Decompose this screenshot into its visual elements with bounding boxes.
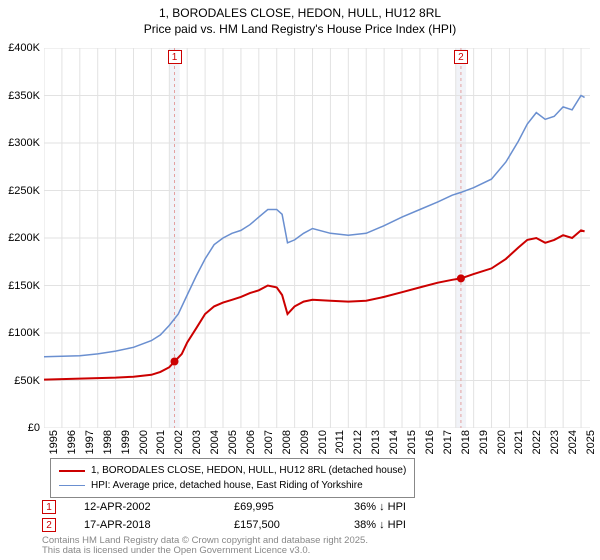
x-tick-label: 2010 bbox=[317, 430, 329, 454]
legend-label: 1, BORODALES CLOSE, HEDON, HULL, HU12 8R… bbox=[91, 463, 406, 478]
y-tick-label: £100K bbox=[8, 327, 40, 339]
sale-row: 1 12-APR-2002£69,99536% ↓ HPI bbox=[42, 498, 454, 516]
x-tick-label: 2025 bbox=[585, 430, 597, 454]
y-tick-label: £50K bbox=[14, 375, 40, 387]
sale-date: 17-APR-2018 bbox=[84, 519, 234, 531]
x-tick-label: 2017 bbox=[442, 430, 454, 454]
footer-line-2: This data is licensed under the Open Gov… bbox=[42, 546, 368, 556]
x-tick-label: 2016 bbox=[424, 430, 436, 454]
x-tick-label: 2013 bbox=[370, 430, 382, 454]
x-tick-label: 1995 bbox=[48, 430, 60, 454]
x-tick-label: 1998 bbox=[102, 430, 114, 454]
sale-price: £157,500 bbox=[234, 519, 354, 531]
x-tick-label: 2015 bbox=[406, 430, 418, 454]
legend-swatch bbox=[59, 485, 85, 486]
footer: Contains HM Land Registry data © Crown c… bbox=[42, 536, 368, 557]
x-tick-label: 2005 bbox=[227, 430, 239, 454]
x-tick-label: 2024 bbox=[567, 430, 579, 454]
x-tick-label: 2000 bbox=[138, 430, 150, 454]
y-tick-label: £200K bbox=[8, 232, 40, 244]
event-marker-2: 2 bbox=[454, 50, 468, 64]
sale-row: 2 17-APR-2018£157,50038% ↓ HPI bbox=[42, 516, 454, 534]
legend-label: HPI: Average price, detached house, East… bbox=[91, 478, 363, 493]
x-tick-label: 2022 bbox=[531, 430, 543, 454]
legend-row: HPI: Average price, detached house, East… bbox=[59, 478, 406, 493]
x-tick-label: 2023 bbox=[549, 430, 561, 454]
sale-pct: 36% ↓ HPI bbox=[354, 501, 454, 513]
chart-plot-area: 12 bbox=[44, 48, 590, 428]
x-tick-label: 2002 bbox=[173, 430, 185, 454]
legend-row: 1, BORODALES CLOSE, HEDON, HULL, HU12 8R… bbox=[59, 463, 406, 478]
x-tick-label: 2007 bbox=[263, 430, 275, 454]
y-tick-label: £300K bbox=[8, 137, 40, 149]
sale-pct: 38% ↓ HPI bbox=[354, 519, 454, 531]
x-axis-labels: 1995 1996 1997 1998 1999 2000 2001 2002 2003 2004… bbox=[44, 428, 590, 458]
x-tick-label: 2011 bbox=[334, 430, 346, 454]
x-tick-label: 2019 bbox=[478, 430, 490, 454]
x-tick-label: 2001 bbox=[155, 430, 167, 454]
x-tick-label: 2004 bbox=[209, 430, 221, 454]
x-tick-label: 2018 bbox=[460, 430, 472, 454]
y-axis-labels: £0£50K£100K£150K£200K£250K£300K£350K£400… bbox=[0, 48, 42, 428]
title-line-2: Price paid vs. HM Land Registry's House … bbox=[0, 22, 600, 38]
x-tick-label: 1997 bbox=[84, 430, 96, 454]
x-tick-label: 2003 bbox=[191, 430, 203, 454]
x-tick-label: 2008 bbox=[281, 430, 293, 454]
chart-container: 1, BORODALES CLOSE, HEDON, HULL, HU12 8R… bbox=[0, 0, 600, 560]
legend-swatch bbox=[59, 470, 85, 472]
y-tick-label: £0 bbox=[28, 422, 40, 434]
sale-price: £69,995 bbox=[234, 501, 354, 513]
y-tick-label: £350K bbox=[8, 90, 40, 102]
x-tick-label: 2012 bbox=[352, 430, 364, 454]
x-tick-label: 1996 bbox=[66, 430, 78, 454]
x-tick-label: 2021 bbox=[513, 430, 525, 454]
x-tick-label: 2014 bbox=[388, 430, 400, 454]
y-tick-label: £250K bbox=[8, 185, 40, 197]
legend: 1, BORODALES CLOSE, HEDON, HULL, HU12 8R… bbox=[50, 458, 415, 498]
title-line-1: 1, BORODALES CLOSE, HEDON, HULL, HU12 8R… bbox=[0, 6, 600, 22]
title-block: 1, BORODALES CLOSE, HEDON, HULL, HU12 8R… bbox=[0, 0, 600, 37]
y-tick-label: £150K bbox=[8, 280, 40, 292]
sale-marker: 2 bbox=[42, 518, 56, 532]
chart-svg bbox=[44, 48, 590, 428]
x-tick-label: 1999 bbox=[120, 430, 132, 454]
sale-marker: 1 bbox=[42, 500, 56, 514]
event-marker-1: 1 bbox=[168, 50, 182, 64]
x-tick-label: 2020 bbox=[496, 430, 508, 454]
y-tick-label: £400K bbox=[8, 42, 40, 54]
sales-table: 1 12-APR-2002£69,99536% ↓ HPI 2 17-APR-2018… bbox=[42, 498, 454, 534]
x-tick-label: 2006 bbox=[245, 430, 257, 454]
sale-date: 12-APR-2002 bbox=[84, 501, 234, 513]
x-tick-label: 2009 bbox=[299, 430, 311, 454]
